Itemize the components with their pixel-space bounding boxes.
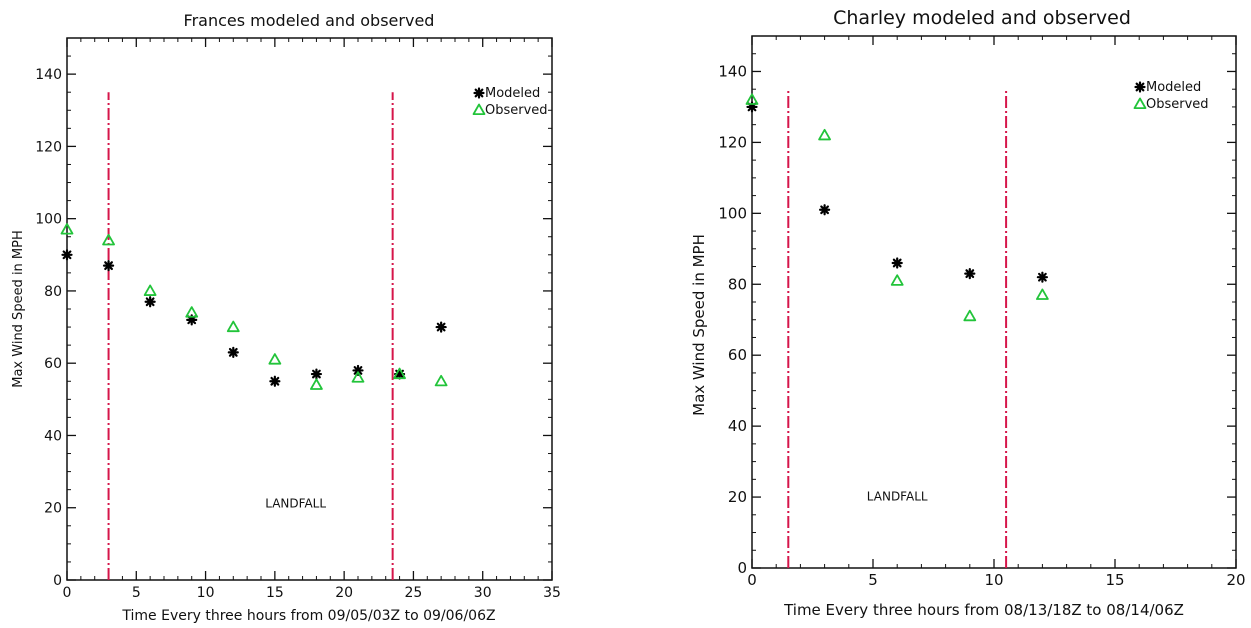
x-tick-label: 25 [405, 585, 423, 601]
legend-triangle-icon [472, 103, 486, 116]
y-tick-label: 40 [44, 428, 62, 444]
landfall-annotation: LANDFALL [867, 490, 928, 504]
legend: Modeled Observed [472, 86, 548, 118]
y-tick-label: 20 [728, 488, 747, 506]
x-tick-label: 5 [868, 571, 878, 589]
legend-label-modeled: Modeled [485, 86, 540, 101]
modeled-point [102, 260, 115, 272]
x-tick-label: 35 [543, 585, 561, 601]
y-tick-label: 20 [44, 501, 62, 517]
modeled-point [61, 249, 73, 261]
y-ticks [67, 55, 552, 581]
y-tick-label: 60 [728, 346, 747, 364]
y-tick-label: 140 [35, 67, 62, 83]
chart-charley: Charley modeled and observed 0 5 10 15 20 0 2… [690, 7, 1246, 619]
x-tick-label: 20 [1226, 571, 1245, 589]
observed-point [185, 306, 199, 318]
y-tick-label: 40 [728, 417, 747, 435]
landfall-annotation: LANDFALL [265, 497, 326, 511]
observed-point [268, 353, 282, 365]
observed-point [393, 367, 406, 380]
data-points [745, 93, 1049, 322]
modeled-point [435, 321, 447, 333]
legend-triangle-icon [1133, 97, 1147, 110]
y-tick-label: 120 [718, 133, 747, 151]
observed-point [818, 128, 831, 141]
chart-frances: Frances modeled and observed 0 5 10 15 20 25 3… [11, 11, 561, 624]
observed-point [226, 320, 240, 333]
x-tick-labels: 0 5 10 15 20 25 30 35 [63, 585, 561, 601]
observed-point [890, 274, 904, 286]
legend-marker-observed [1133, 97, 1147, 110]
modeled-point [269, 375, 281, 387]
legend-asterisk-icon [1134, 81, 1146, 93]
modeled-point [310, 368, 323, 380]
y-axis-label: Max Wind Speed in MPH [11, 230, 26, 388]
data-points [60, 223, 448, 390]
x-tick-label: 5 [132, 585, 141, 601]
x-tick-label: 30 [474, 585, 492, 601]
modeled-point [227, 346, 239, 358]
y-tick-labels: 0 20 40 60 80 100 120 140 [35, 67, 62, 589]
observed-point [102, 233, 115, 246]
y-tick-label: 60 [44, 356, 62, 372]
plot-frame [751, 35, 1237, 569]
x-tick-labels: 0 5 10 15 20 [747, 571, 1245, 589]
x-tick-label: 20 [335, 585, 353, 601]
x-tick-label: 0 [63, 585, 72, 601]
legend-marker-observed [472, 103, 486, 116]
modeled-point [144, 296, 156, 308]
modeled-point [1036, 271, 1049, 283]
legend-marker-modeled [1134, 81, 1146, 93]
x-axis-label: Time Every three hours from 08/13/18Z to… [783, 601, 1184, 619]
x-ticks [66, 38, 553, 580]
observed-point [1036, 288, 1049, 300]
modeled-point [818, 204, 831, 216]
landfall-lines [107, 92, 394, 580]
y-tick-label: 80 [44, 284, 62, 300]
y-tick-label: 100 [35, 212, 62, 228]
y-tick-label: 120 [35, 139, 62, 155]
legend-marker-modeled [473, 87, 485, 99]
x-axis-label: Time Every three hours from 09/05/03Z to… [121, 608, 495, 624]
legend: Modeled Observed [1133, 80, 1209, 112]
modeled-point [964, 268, 976, 280]
observed-point [434, 374, 448, 387]
observed-point [60, 223, 74, 235]
chart-title: Charley modeled and observed [833, 7, 1131, 29]
modeled-point [891, 257, 903, 269]
x-tick-label: 15 [1105, 571, 1124, 589]
y-tick-label: 0 [737, 559, 747, 577]
y-tick-label: 80 [728, 275, 747, 293]
x-tick-label: 10 [984, 571, 1003, 589]
observed-point [745, 93, 759, 105]
x-tick-label: 15 [266, 585, 284, 601]
observed-point [351, 371, 365, 383]
observed-point [963, 309, 977, 322]
x-tick-label: 10 [197, 585, 215, 601]
legend-label-observed: Observed [1146, 97, 1209, 112]
y-tick-labels: 0 20 40 60 80 100 120 140 [718, 62, 747, 577]
x-ticks [751, 36, 1237, 568]
x-tick-label: 0 [747, 571, 757, 589]
legend-label-modeled: Modeled [1146, 80, 1201, 95]
y-tick-label: 100 [718, 204, 747, 222]
y-tick-label: 0 [53, 573, 62, 589]
observed-point [310, 378, 323, 390]
legend-asterisk-icon [473, 87, 485, 99]
observed-point [143, 284, 157, 296]
chart-title: Frances modeled and observed [184, 11, 435, 30]
y-tick-label: 140 [718, 62, 747, 80]
legend-label-observed: Observed [485, 103, 548, 118]
y-axis-label: Max Wind Speed in MPH [690, 234, 708, 416]
